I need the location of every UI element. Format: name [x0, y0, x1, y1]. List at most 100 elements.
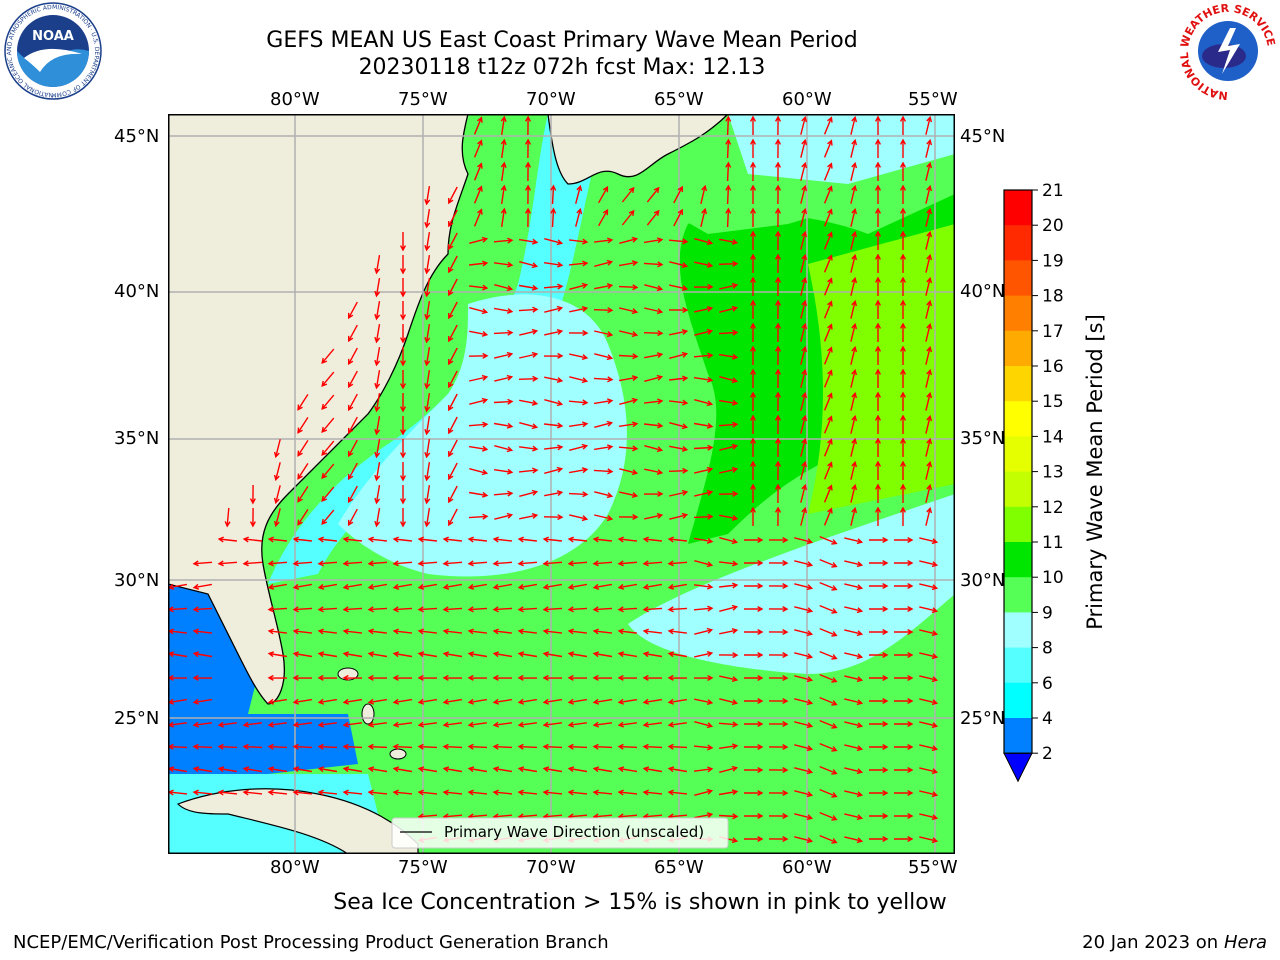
wave-arrow	[925, 184, 933, 204]
wave-arrow	[694, 698, 714, 705]
wave-arrow	[794, 606, 814, 614]
wave-arrow	[367, 789, 388, 796]
wave-arrow	[348, 393, 358, 412]
lon-label-bottom-75w: 75°W	[398, 857, 448, 878]
wave-arrow	[646, 186, 660, 203]
wave-arrow	[768, 651, 789, 659]
wave-arrow	[749, 299, 757, 319]
wave-arrow	[492, 628, 512, 635]
wave-arrow	[317, 560, 338, 567]
wave-arrow	[819, 696, 838, 706]
wave-arrow	[542, 560, 563, 567]
wave-arrow	[874, 161, 882, 181]
wave-arrow	[774, 437, 782, 458]
wave-arrow	[392, 560, 413, 567]
wave-arrow	[669, 489, 689, 497]
wave-arrow	[297, 509, 309, 526]
wave-arrow	[593, 468, 614, 475]
wave-arrow	[297, 463, 309, 480]
wave-arrow	[749, 345, 757, 365]
credit-line: NCEP/EMC/Verification Post Processing Pr…	[13, 932, 609, 953]
wave-arrow	[919, 629, 939, 637]
wave-arrow	[542, 606, 563, 613]
wave-arrow	[493, 307, 514, 314]
wave-arrow	[618, 421, 639, 428]
wave-arrow	[899, 414, 907, 434]
wave-arrow	[417, 606, 438, 613]
wave-arrow	[492, 789, 513, 796]
wave-arrow	[468, 491, 489, 498]
wave-arrow	[693, 674, 714, 682]
wave-arrow	[642, 606, 663, 613]
wave-arrow	[542, 721, 562, 728]
wave-arrow	[342, 743, 363, 750]
wave-arrow	[667, 583, 688, 590]
wave-arrow	[800, 345, 808, 365]
wave-arrow	[267, 583, 288, 590]
wave-arrow	[899, 437, 907, 457]
wave-arrow	[644, 307, 664, 315]
wave-arrow	[317, 743, 338, 750]
wave-arrow	[374, 415, 381, 436]
wave-arrow	[744, 674, 764, 682]
wave-arrow	[800, 184, 808, 204]
wave-arrow	[594, 353, 614, 361]
wave-arrow	[794, 675, 814, 683]
wave-arrow	[342, 766, 363, 773]
wave-arrow	[823, 116, 833, 135]
wave-arrow	[719, 443, 739, 451]
wave-arrow	[899, 460, 907, 480]
wave-arrow	[524, 138, 532, 159]
wave-arrow	[597, 208, 609, 227]
wave-arrow	[448, 232, 458, 251]
wave-arrow	[492, 721, 512, 728]
wave-arrow	[321, 486, 335, 503]
wave-arrow	[694, 399, 714, 407]
wave-arrow	[823, 484, 833, 503]
wave-arrow	[869, 697, 889, 705]
wave-arrow	[217, 743, 238, 750]
wave-arrow	[192, 698, 213, 705]
wave-arrow	[617, 583, 638, 590]
wave-arrow	[543, 352, 564, 359]
wave-arrow	[899, 506, 907, 526]
wave-arrow	[667, 606, 688, 613]
wave-arrow	[844, 721, 864, 729]
wave-arrow	[544, 466, 564, 474]
wave-arrow	[800, 253, 808, 273]
wave-arrow	[899, 115, 907, 135]
wave-arrow	[567, 766, 588, 773]
wave-arrow	[517, 789, 538, 796]
colorbar-band	[1004, 612, 1032, 649]
lat-label-right-45n: 45°N	[960, 126, 1006, 147]
wave-arrow	[819, 719, 838, 729]
wave-arrow	[467, 721, 487, 728]
wave-arrow	[242, 721, 262, 728]
wave-arrow	[800, 460, 808, 480]
wave-arrow	[874, 345, 882, 365]
lon-label-bottom-80w: 80°W	[270, 857, 320, 878]
wave-arrow	[542, 583, 563, 590]
wave-arrow	[869, 605, 889, 613]
wave-arrow	[644, 468, 664, 475]
wave-arrow	[543, 261, 564, 268]
wave-arrow	[718, 813, 739, 820]
wave-arrow	[644, 513, 664, 520]
wave-arrow	[725, 184, 732, 205]
wave-arrow	[800, 138, 808, 158]
wave-arrow	[399, 347, 407, 367]
wave-arrow	[925, 391, 933, 411]
wave-arrow	[494, 284, 514, 292]
wave-arrow	[869, 582, 889, 590]
wave-arrow	[800, 437, 808, 457]
wave-arrow	[669, 261, 689, 269]
wave-arrow	[800, 161, 808, 181]
wave-arrow	[342, 606, 363, 613]
wave-arrow	[894, 651, 914, 659]
wave-arrow	[442, 789, 463, 796]
wave-arrow	[399, 370, 407, 390]
wave-arrow	[919, 698, 939, 706]
wave-arrow	[217, 536, 237, 543]
wave-arrow	[594, 330, 614, 338]
wave-arrow	[719, 537, 739, 545]
